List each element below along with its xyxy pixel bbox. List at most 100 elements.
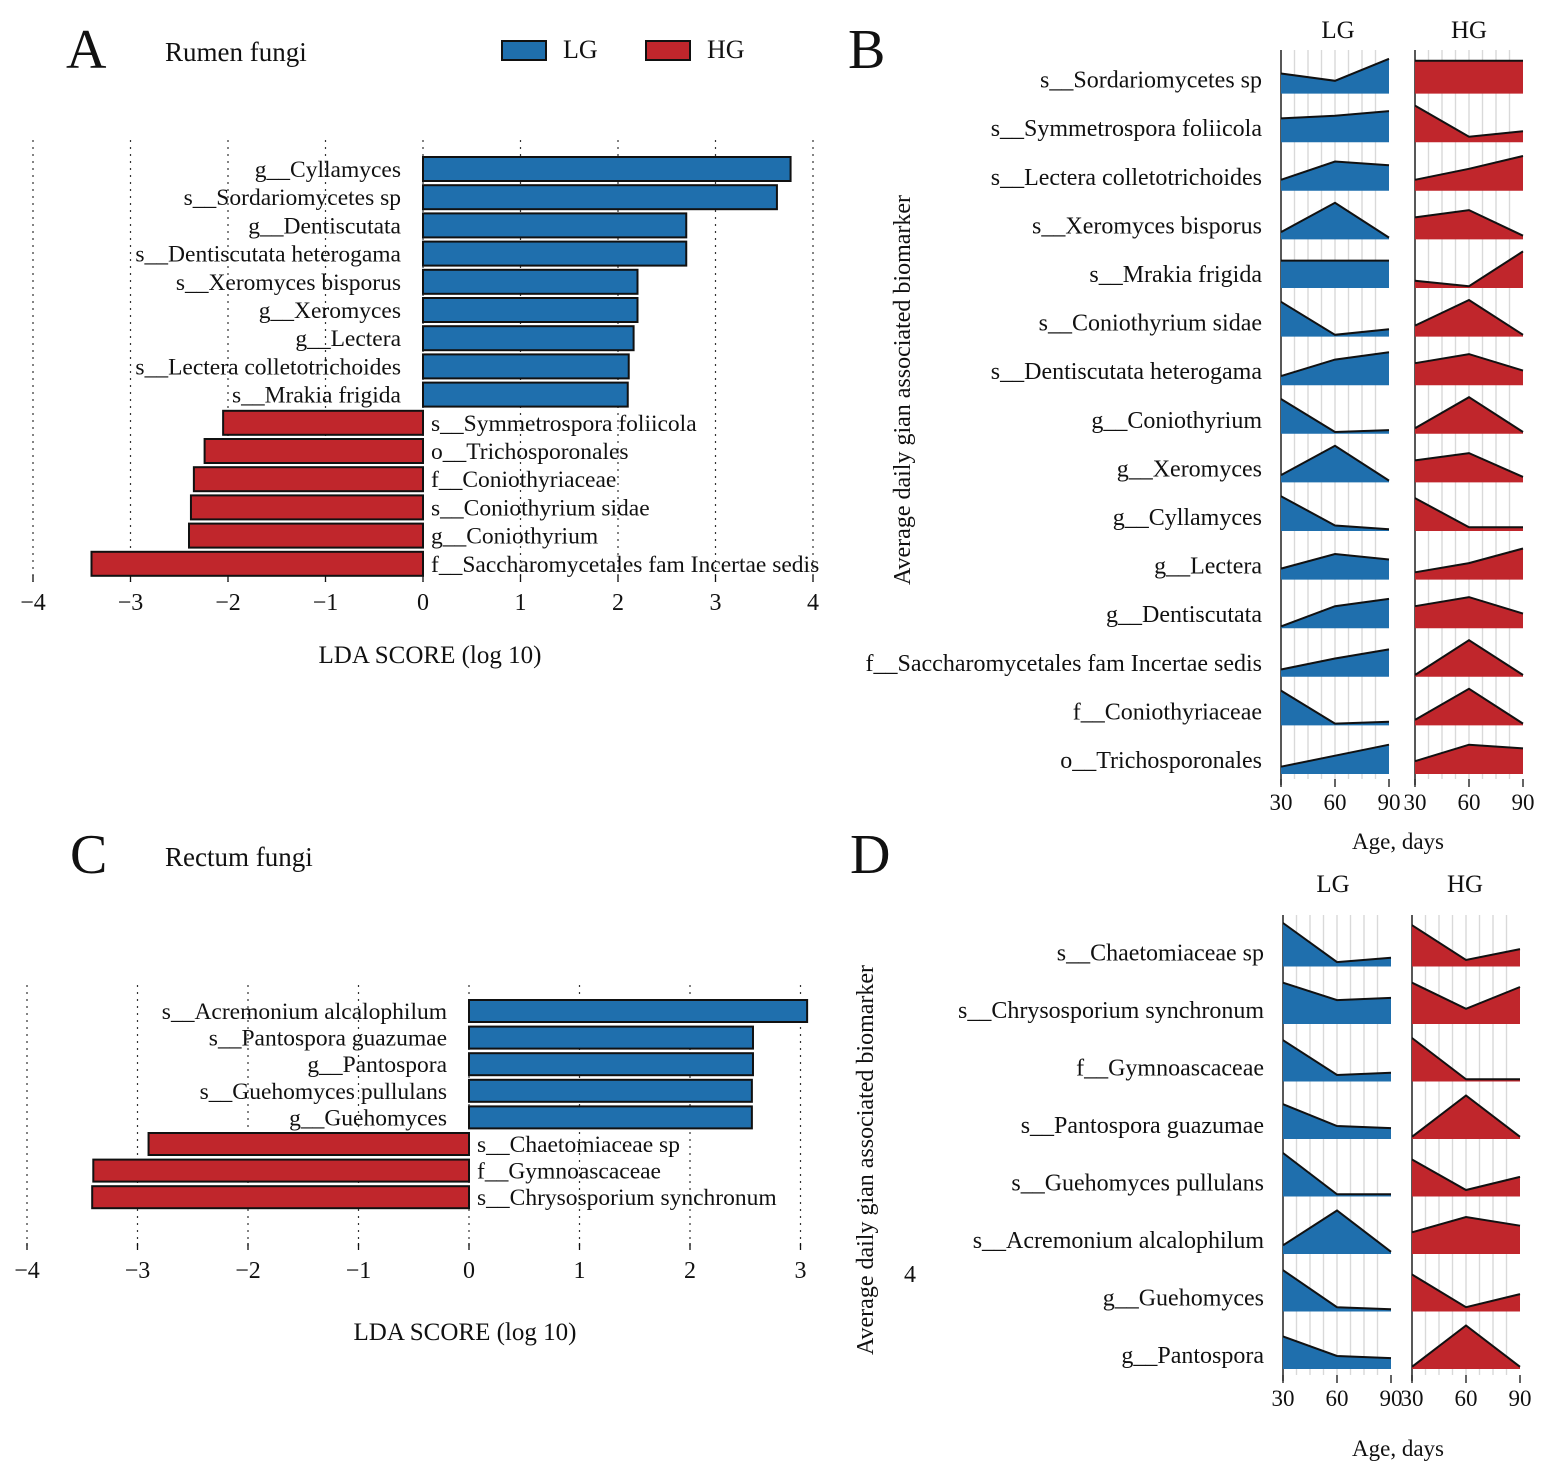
bar-s-sordariomycetes-sp (422, 184, 778, 211)
panel-a-lda-rumen: A Rumen fungi LG HG g__Cyllamycess__Sord… (20, 19, 819, 669)
panel-c-bar-labels: s__Acremonium alcalophilums__Pantospora … (162, 999, 777, 1211)
panel-d-sparkline-cells (1282, 915, 1521, 1381)
legend-swatch-lg (501, 40, 547, 61)
bar-label: s__Pantospora guazumae (209, 1026, 447, 1052)
line-hg-s-guehomyces-pullulans (1411, 1158, 1521, 1192)
line-lg-s-lectera-colletotrichoides (1280, 160, 1390, 181)
line-hg-s-xeromyces-bisporus (1414, 209, 1524, 237)
line-lg-s-sordariomycetes-sp (1280, 57, 1390, 82)
x-tick-label: 60 (1324, 790, 1347, 815)
bar-g-xeromyces (422, 297, 639, 323)
area-hg-s-dentiscutata-heterogama (1415, 354, 1523, 386)
row-label: s__Xeromyces bisporus (1032, 213, 1262, 239)
panel-a-title: Rumen fungi (165, 37, 307, 67)
panel-d-row-labels: s__Chaetomiaceae sp s__Chrysosporium sync… (958, 941, 1264, 1370)
line-lg-s-coniothyrium-sidae (1280, 300, 1390, 336)
bar-s-chaetomiaceae-sp (147, 1132, 471, 1156)
row-label: s__Acremonium alcalophilum (973, 1228, 1265, 1254)
line-lg-g-lectera (1280, 552, 1390, 570)
area-lg-s-pantospora-guazumae (1283, 1104, 1391, 1139)
line-hg-s-symmetrospora-foliicola (1414, 104, 1524, 138)
area-lg-s-xeromyces-bisporus (1281, 202, 1389, 240)
bar-label: s__Coniothyrium sidae (431, 495, 650, 521)
line-hg-g-pantospora (1411, 1324, 1521, 1368)
bar-s-guehomyces-pullulans (468, 1078, 753, 1103)
line-hg-g-xeromyces (1414, 452, 1524, 478)
tick-label: 0 (463, 1258, 475, 1284)
area-lg-s-lectera-colletotrichoides (1281, 161, 1389, 191)
line-hg-s-dentiscutata-heterogama (1414, 353, 1524, 372)
bar-label: o__Trichosporonales (431, 439, 629, 465)
line-hg-f-saccharomycetales-fam-incertae-sedis (1414, 639, 1524, 676)
area-hg-s-pantospora-guazumae (1412, 1095, 1520, 1139)
line-lg-s-chrysosporium-synchronum (1282, 981, 1392, 1002)
area-hg-g-cyllamyces (1415, 498, 1523, 531)
area-hg-s-chrysosporium-synchronum (1412, 982, 1520, 1024)
area-hg-s-xeromyces-bisporus (1415, 210, 1523, 240)
line-lg-s-dentiscutata-heterogama (1280, 351, 1390, 378)
row-label: s__Lectera colletotrichoides (991, 165, 1262, 191)
x-tick-label: 60 (1326, 1386, 1349, 1411)
bar-label: g__Coniothyrium (431, 524, 598, 550)
panel-d-adg-rectum: D LG HG Average daily gian associated bi… (850, 824, 1532, 1461)
row-label: g__Pantospora (1121, 1343, 1264, 1369)
line-lg-g-cyllamyces (1280, 495, 1390, 531)
bar-g-dentiscutata (422, 212, 688, 239)
bar-label: g__Guehomyces (289, 1105, 447, 1131)
panel-a-x-ticks: −4 −3 −2 −1 0 1 2 3 4 (20, 575, 819, 616)
legend: LG HG (501, 35, 745, 64)
row-label: s__Pantospora guazumae (1021, 1113, 1264, 1139)
bar-s-pantospora-guazumae (468, 1025, 754, 1050)
bar-label: s__Lectera colletotrichoides (135, 354, 401, 380)
area-lg-o-trichosporonales (1281, 744, 1389, 774)
row-label: g__Dentiscutata (1106, 602, 1262, 628)
area-hg-f-saccharomycetales-fam-incertae-sedis (1415, 640, 1523, 677)
panel-c-title: Rectum fungi (165, 842, 313, 872)
area-hg-s-acremonium-alcalophilum (1412, 1217, 1520, 1254)
bar-f-gymnoascaceae (92, 1158, 471, 1183)
tick-label: 3 (795, 1258, 807, 1284)
panel-c-x-ticks: −4 −3 −2 −1 0 1 2 3 (14, 1243, 807, 1284)
area-hg-s-symmetrospora-foliicola (1415, 105, 1523, 143)
panel-a-xlabel: LDA SCORE (log 10) (319, 642, 542, 669)
panel-b-sparkline-cells (1280, 50, 1524, 785)
row-label: s__Mrakia frigida (1089, 262, 1262, 288)
line-hg-g-dentiscutata (1414, 596, 1524, 615)
bar-s-acremonium-alcalophilum (468, 999, 809, 1023)
area-hg-s-sordariomycetes-sp (1415, 60, 1523, 94)
bar-o-trichosporonales (203, 438, 424, 464)
line-hg-s-chrysosporium-synchronum (1411, 981, 1521, 1010)
line-hg-g-guehomyces (1411, 1273, 1521, 1309)
line-hg-o-trichosporonales (1414, 743, 1524, 763)
bar-label: f__Saccharomycetales fam Incertae sedis (431, 552, 819, 578)
x-tick-label: 60 (1455, 1386, 1478, 1411)
legend-label-hg: HG (707, 35, 745, 64)
tick-label: 4 (807, 590, 819, 616)
area-lg-s-dentiscutata-heterogama (1281, 352, 1389, 386)
area-lg-g-lectera (1281, 554, 1389, 580)
row-label: f__Gymnoascaceae (1076, 1056, 1264, 1082)
tick-label: −4 (20, 590, 46, 616)
tick-label: 2 (612, 590, 624, 616)
tick-label: 3 (710, 590, 722, 616)
bar-label: s__Acremonium alcalophilum (162, 999, 447, 1025)
line-hg-s-acremonium-alcalophilum (1411, 1215, 1521, 1234)
area-hg-o-trichosporonales (1415, 744, 1523, 774)
panel-b-group-title-lg: LG (1321, 17, 1354, 44)
x-tick-label: 90 (1380, 1386, 1403, 1411)
panel-letter-b: B (848, 19, 885, 81)
line-lg-f-saccharomycetales-fam-incertae-sedis (1280, 648, 1390, 671)
legend-swatch-hg (645, 40, 691, 61)
panel-d-stray-tick: 4 (904, 1262, 916, 1288)
line-hg-s-mrakia-frigida (1414, 250, 1524, 288)
panel-a-bars (90, 156, 792, 577)
panel-letter-c: C (70, 824, 107, 886)
panel-b-group-title-hg: HG (1451, 17, 1487, 44)
tick-label: 1 (515, 590, 527, 616)
area-lg-s-coniothyrium-sidae (1281, 301, 1389, 337)
area-lg-s-guehomyces-pullulans (1283, 1153, 1391, 1197)
tick-label: −1 (313, 590, 339, 616)
row-label: s__Coniothyrium sidae (1039, 311, 1262, 337)
